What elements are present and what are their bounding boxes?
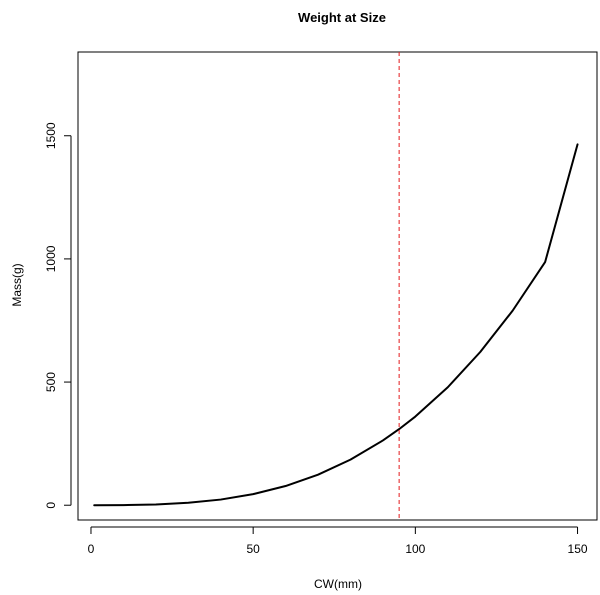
chart-title: Weight at Size <box>298 10 386 25</box>
x-axis: 0 50 100 150 <box>88 526 588 556</box>
y-axis-label: Mass(g) <box>10 263 24 306</box>
y-tick-label: 0 <box>44 502 58 509</box>
x-tick-label: 0 <box>88 542 95 556</box>
y-tick-label: 500 <box>44 372 58 392</box>
x-tick-label: 100 <box>405 542 425 556</box>
series-layer <box>93 52 579 520</box>
plot-area <box>77 51 598 521</box>
y-tick-label: 1500 <box>44 122 58 149</box>
y-tick-label: 1000 <box>44 245 58 272</box>
x-tick-label: 150 <box>568 542 588 556</box>
x-axis-label: CW(mm) <box>314 577 362 591</box>
series-line-0 <box>93 143 579 507</box>
y-axis: 0 500 1000 1500 <box>44 122 72 509</box>
x-tick-label: 50 <box>246 542 260 556</box>
